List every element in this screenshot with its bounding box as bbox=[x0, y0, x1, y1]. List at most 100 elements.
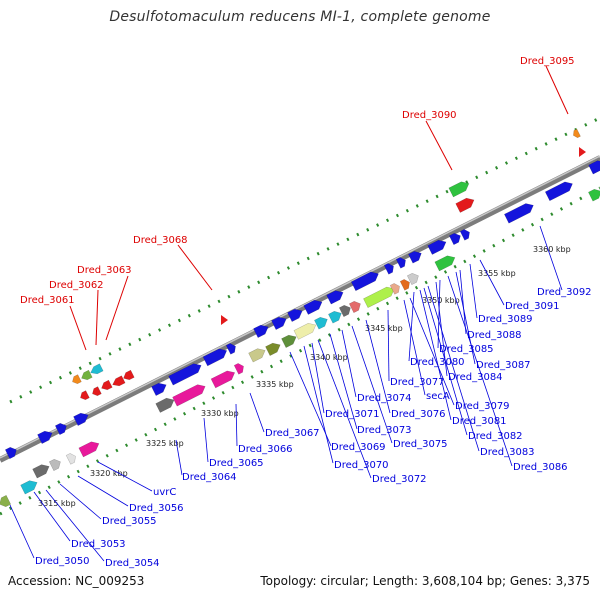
gene-label: Dred_3080 bbox=[410, 357, 465, 368]
blue-label-leaders bbox=[9, 225, 563, 562]
gene-label: Dred_3076 bbox=[391, 409, 446, 420]
gene-arrow bbox=[406, 273, 419, 286]
gene-arrow bbox=[399, 279, 410, 291]
red-labels: Dred_3061 Dred_3062 Dred_3063 Dred_3068 … bbox=[20, 56, 575, 306]
gene-arrow bbox=[588, 160, 600, 175]
gene-arrow bbox=[20, 480, 38, 495]
gene-label: Dred_3050 bbox=[35, 556, 90, 567]
gene-arrow bbox=[168, 363, 202, 386]
gene-arrow bbox=[80, 390, 90, 401]
gene-arrow bbox=[287, 308, 303, 322]
gene-label: Dred_3054 bbox=[105, 558, 160, 569]
gene-label: Dred_3083 bbox=[480, 447, 535, 458]
gene-label: Dred_3063 bbox=[77, 265, 132, 276]
gene-arrow bbox=[151, 382, 167, 396]
rna-marker bbox=[221, 315, 228, 325]
gene-label: Dred_3087 bbox=[476, 360, 531, 371]
gene-arrow bbox=[350, 271, 379, 292]
gene-arrow bbox=[434, 255, 456, 272]
gene-label: Dred_3095 bbox=[520, 56, 575, 67]
gene-arrow bbox=[253, 324, 269, 338]
accession-text: Accession: NC_009253 bbox=[8, 574, 145, 588]
gene-arrow bbox=[101, 379, 113, 391]
gene-arrow bbox=[172, 384, 206, 407]
gene-label: Dred_3061 bbox=[20, 295, 75, 306]
gene-label: Dred_3077 bbox=[390, 377, 445, 388]
gene-arrow bbox=[81, 369, 93, 381]
gene-arrow bbox=[303, 299, 323, 315]
gene-arrow bbox=[383, 263, 394, 275]
gene-arrow bbox=[348, 301, 361, 314]
gene-arrow bbox=[112, 375, 126, 387]
gene-arrow bbox=[0, 494, 12, 507]
gene-arrow bbox=[78, 441, 100, 458]
gene-arrow bbox=[265, 342, 281, 356]
gene-label: Dred_3064 bbox=[182, 472, 237, 483]
gene-arrow bbox=[225, 343, 236, 355]
gene-label: Dred_3090 bbox=[402, 110, 457, 121]
gene-label: Dred_3092 bbox=[537, 287, 592, 298]
gene-arrow bbox=[314, 316, 328, 330]
tick-label: 3360 kbp bbox=[533, 245, 571, 254]
gene-arrow bbox=[544, 181, 573, 202]
gene-label: Dred_3088 bbox=[467, 330, 522, 341]
gene-label: Dred_3065 bbox=[209, 458, 264, 469]
gene-arrow bbox=[73, 412, 89, 426]
forward-genes bbox=[4, 160, 600, 460]
gene-arrow bbox=[389, 283, 400, 295]
gene-label: Dred_3082 bbox=[468, 431, 523, 442]
gene-arrow bbox=[573, 128, 581, 138]
gene-arrow bbox=[328, 310, 342, 324]
rna-marker bbox=[579, 147, 586, 157]
gene-arrow bbox=[54, 423, 67, 436]
tick-label: 3335 kbp bbox=[256, 380, 294, 389]
gene-arrow bbox=[37, 430, 53, 444]
gene-label: Dred_3074 bbox=[357, 393, 412, 404]
gene-label: Dred_3085 bbox=[439, 344, 494, 355]
tick-label: 3355 kbp bbox=[478, 269, 516, 278]
gene-label: Dred_3067 bbox=[265, 428, 320, 439]
gene-label: Dred_3066 bbox=[238, 444, 293, 455]
tick-label: 3340 kbp bbox=[310, 353, 348, 362]
gene-arrow bbox=[32, 464, 50, 479]
gene-arrow bbox=[155, 397, 175, 413]
gene-label: Dred_3070 bbox=[334, 460, 389, 471]
tick-label: 3325 kbp bbox=[146, 439, 184, 448]
gene-arrow bbox=[65, 453, 76, 465]
gene-label: Dred_3062 bbox=[49, 280, 104, 291]
gene-arrow bbox=[233, 363, 244, 375]
gene-arrow bbox=[326, 290, 344, 305]
gene-label: Dred_3072 bbox=[372, 474, 427, 485]
gene-arrow bbox=[588, 188, 600, 202]
gene-arrow bbox=[48, 459, 61, 472]
blue-labels: Dred_3050 Dred_3053 Dred_3054 Dred_3055 … bbox=[35, 287, 592, 569]
genome-backbone bbox=[0, 155, 600, 463]
gene-label: Dred_3079 bbox=[455, 401, 510, 412]
gene-arrow bbox=[395, 257, 406, 269]
gene-arrow bbox=[504, 203, 534, 224]
genome-backbone-highlight bbox=[0, 155, 600, 459]
gene-arrow bbox=[448, 233, 461, 246]
gene-arrow bbox=[210, 370, 236, 389]
gene-arrow bbox=[72, 374, 82, 385]
gene-arrow bbox=[281, 334, 297, 348]
gene-label: secA bbox=[426, 391, 450, 402]
gene-label: Dred_3069 bbox=[331, 442, 386, 453]
gene-arrow bbox=[459, 229, 470, 241]
gene-arrow bbox=[293, 323, 317, 340]
tick-label: 3350 kbp bbox=[422, 296, 460, 305]
gene-arrow bbox=[123, 369, 135, 381]
gene-label: Dred_3071 bbox=[325, 409, 380, 420]
topology-text: Topology: circular; Length: 3,608,104 bp… bbox=[260, 574, 590, 588]
gene-arrow bbox=[448, 181, 470, 198]
tick-label: 3345 kbp bbox=[365, 324, 403, 333]
gene-label: Dred_3068 bbox=[133, 235, 188, 246]
gene-label: Dred_3084 bbox=[448, 372, 503, 383]
gene-arrow bbox=[455, 197, 475, 213]
tick-label: 3320 kbp bbox=[90, 469, 128, 478]
inner-dot-track bbox=[0, 186, 600, 516]
gene-label: Dred_3091 bbox=[505, 301, 560, 312]
gene-arrow bbox=[271, 316, 287, 330]
reverse-genes bbox=[0, 128, 600, 507]
